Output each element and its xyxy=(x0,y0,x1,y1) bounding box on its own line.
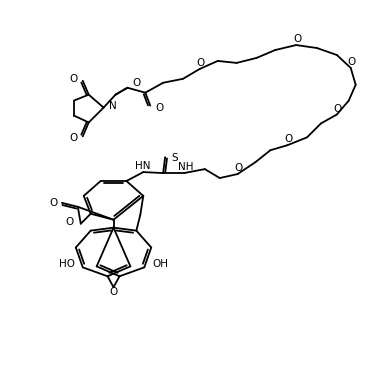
Text: O: O xyxy=(66,217,74,227)
Text: O: O xyxy=(70,74,78,84)
Text: O: O xyxy=(110,287,118,297)
Text: HN: HN xyxy=(135,161,150,171)
Text: O: O xyxy=(293,34,301,44)
Text: O: O xyxy=(197,58,205,68)
Text: N: N xyxy=(108,101,116,111)
Text: O: O xyxy=(155,103,164,112)
Text: OH: OH xyxy=(152,260,168,269)
Text: S: S xyxy=(171,153,178,163)
Text: NH: NH xyxy=(178,162,194,172)
Text: HO: HO xyxy=(59,260,75,269)
Text: O: O xyxy=(50,198,58,208)
Text: O: O xyxy=(70,133,78,143)
Text: O: O xyxy=(347,57,356,67)
Text: O: O xyxy=(132,78,141,88)
Text: O: O xyxy=(334,104,342,114)
Text: O: O xyxy=(234,163,243,173)
Text: O: O xyxy=(284,134,292,144)
